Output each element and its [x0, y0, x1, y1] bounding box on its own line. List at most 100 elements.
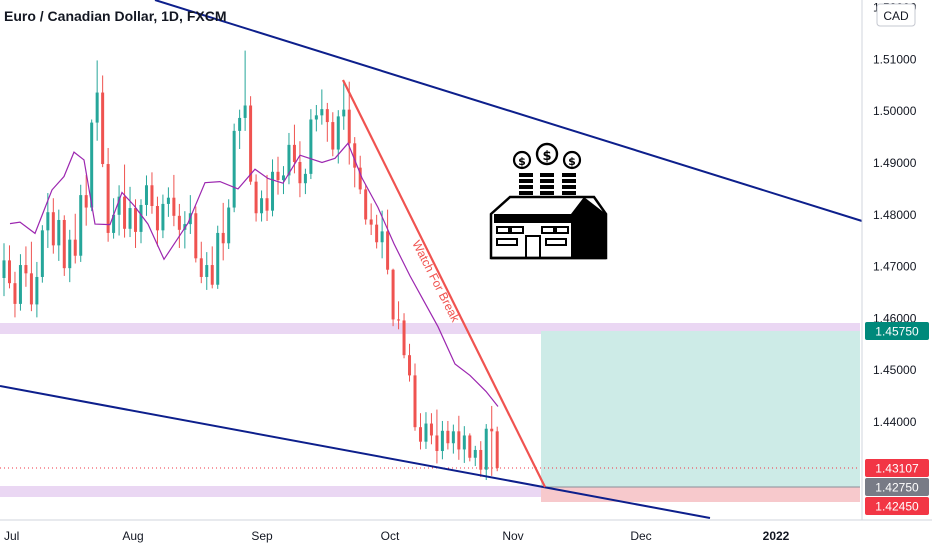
candle-body	[24, 265, 28, 274]
candle-body	[254, 181, 258, 214]
candle-body	[451, 431, 455, 444]
candle-body	[62, 219, 66, 269]
candle-body	[177, 215, 181, 230]
time-tick-label: 2022	[763, 529, 790, 543]
candle-body	[243, 105, 247, 118]
candle-body	[232, 130, 236, 208]
candle-body	[424, 423, 428, 442]
candle-body	[84, 195, 88, 208]
candle-body	[2, 260, 6, 278]
price-tick-label: 1.44000	[873, 415, 917, 429]
price-axis-bg	[862, 0, 932, 520]
candle-body	[139, 204, 143, 232]
candle-body	[314, 115, 318, 120]
chart-title: Euro / Canadian Dollar, 1D, FXCM	[4, 8, 226, 24]
candle-body	[117, 196, 121, 215]
candle-body	[249, 105, 253, 182]
time-axis-ticks[interactable]: Jul Aug Sep Oct Nov Dec 2022	[4, 529, 790, 543]
upper-trendline[interactable]	[154, 0, 863, 222]
candle-body	[73, 239, 77, 256]
svg-text:1.45750: 1.45750	[875, 325, 919, 339]
lower-trendline[interactable]	[0, 385, 711, 519]
candle-body	[342, 109, 346, 117]
candle-body	[35, 276, 39, 305]
candle-body	[57, 219, 61, 246]
time-tick-label: Nov	[502, 529, 523, 543]
candle-body	[303, 173, 307, 184]
candle-body	[369, 219, 373, 225]
price-tick-label: 1.49000	[873, 156, 917, 170]
candle-body	[429, 423, 433, 436]
candle-body	[446, 430, 450, 444]
svg-text:1.42450: 1.42450	[875, 500, 919, 514]
time-tick-label: Jul	[4, 529, 19, 543]
svg-text:$: $	[518, 155, 526, 168]
candle-body	[68, 239, 72, 269]
svg-text:$: $	[542, 149, 551, 164]
candle-body	[309, 119, 313, 174]
lower-zone-band[interactable]	[0, 486, 860, 497]
currency-badge-box	[876, 3, 916, 27]
candle-body	[435, 435, 439, 452]
candle-body	[457, 431, 461, 450]
candle-body	[260, 198, 264, 214]
candle-body	[194, 213, 198, 259]
candle-body	[440, 430, 444, 452]
candle-body	[161, 203, 165, 231]
time-tick-label: Sep	[251, 529, 273, 543]
time-tick-label: Dec	[630, 529, 651, 543]
upper-zone-band[interactable]	[0, 323, 860, 334]
stop-zone[interactable]	[541, 487, 860, 502]
candle-body	[46, 212, 50, 231]
breakout-trendline[interactable]	[342, 79, 546, 488]
candle-body	[391, 269, 395, 320]
candle-body	[7, 260, 11, 284]
svg-text:1.43107: 1.43107	[875, 462, 919, 476]
candle-body	[276, 171, 280, 181]
candle-body	[386, 231, 390, 270]
candle-body	[18, 265, 22, 304]
candle-body	[101, 92, 105, 165]
time-tick-label: Oct	[381, 529, 400, 543]
candle-body	[484, 428, 488, 470]
currency-badge: CAD	[883, 9, 909, 23]
price-axis-ticks[interactable]: 1.44000 1.45000 1.46000 1.47000 1.48000 1.490…	[873, 1, 917, 429]
candle-body	[166, 197, 170, 204]
watch-for-break-label: Watch For Break	[409, 238, 463, 325]
candle-body	[358, 167, 362, 190]
candle-body	[364, 189, 368, 220]
candle-body	[287, 144, 291, 176]
target-zone[interactable]	[541, 331, 860, 487]
candle-body	[331, 122, 335, 150]
candle-body	[353, 143, 357, 168]
candle-body	[413, 375, 417, 428]
candle-body	[325, 109, 329, 123]
candle-body	[51, 212, 55, 246]
candle-body	[106, 164, 110, 233]
candle-body	[199, 258, 203, 277]
candle-body	[90, 122, 94, 208]
candle-body	[281, 175, 285, 181]
candle-body	[418, 427, 422, 442]
candle-body	[155, 205, 159, 231]
candle-body	[397, 319, 401, 321]
price-tag-current: 1.43107	[865, 459, 929, 477]
candle-body	[123, 196, 127, 229]
candle-body	[320, 109, 324, 116]
candle-body	[408, 355, 412, 376]
candle-body	[210, 265, 214, 285]
candle-body	[29, 273, 33, 305]
candle-body	[205, 265, 209, 277]
factory-coins-icon: $ $ $	[489, 142, 608, 260]
price-tag-stop: 1.42450	[865, 497, 929, 515]
candle-body	[13, 283, 17, 304]
candle-body	[238, 117, 242, 131]
candle-body	[347, 109, 351, 144]
candle-body	[490, 428, 494, 432]
price-tick-label: 1.48000	[873, 208, 917, 222]
candle-body	[150, 185, 154, 206]
candle-body	[79, 195, 83, 256]
candle-body	[402, 320, 406, 356]
candle-body	[216, 232, 220, 285]
